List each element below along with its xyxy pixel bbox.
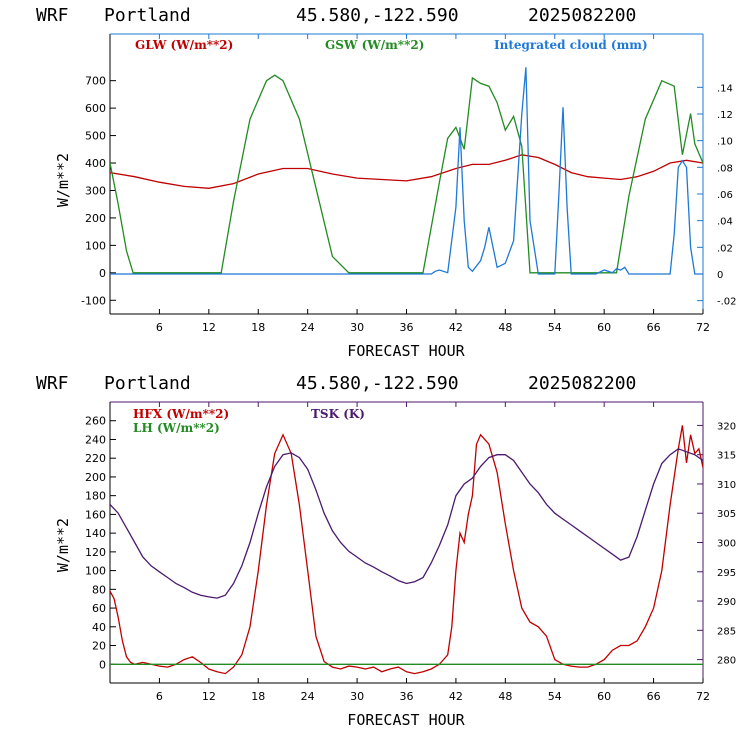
- chart1-y2-tick-label: .14: [717, 83, 733, 94]
- chart2-y-tick-label: 40: [92, 621, 106, 634]
- chart2-y2-tick-label: 310: [717, 480, 736, 491]
- chart1-x-tick-label: 42: [449, 321, 463, 334]
- chart1-y2-tick-label: -.02: [717, 297, 737, 308]
- chart1-y-tick-label: -100: [81, 294, 106, 307]
- chart1-x-tick-label: 12: [202, 321, 216, 334]
- chart2-x-tick-label: 60: [597, 690, 611, 703]
- chart2-header-model: WRF: [36, 373, 69, 394]
- chart1-y-tick-label: 600: [85, 102, 106, 115]
- chart2-y2-tick-label: 295: [717, 568, 736, 579]
- chart1-legend-cloud: Integrated cloud (mm): [494, 38, 648, 52]
- chart1-x-tick-label: 54: [548, 321, 562, 334]
- chart2-y2-tick-label: 305: [717, 509, 736, 520]
- chart2-header-location: Portland: [104, 373, 191, 394]
- chart2-x-tick-label: 30: [350, 690, 364, 703]
- chart2-x-tick-label: 18: [251, 690, 265, 703]
- chart1-y-tick-label: 200: [85, 212, 106, 225]
- chart1-x-tick-label: 72: [696, 321, 710, 334]
- chart2-y2-tick-label: 315: [717, 451, 736, 462]
- chart1-x-axis-label: FORECAST HOUR: [347, 342, 465, 360]
- chart2-y2-tick-label: 280: [717, 656, 736, 667]
- chart2-y2-tick-label: 290: [717, 597, 736, 608]
- chart1-x-tick-label: 36: [400, 321, 414, 334]
- chart2-y-tick-label: 200: [85, 471, 106, 484]
- chart2-legend-lh: LH (W/m**2): [133, 421, 220, 435]
- chart2-y2-tick-label: 300: [717, 539, 736, 550]
- chart2-y-tick-label: 0: [99, 658, 106, 671]
- chart2-header-coords: 45.580,-122.590: [296, 373, 459, 394]
- chart1-x-tick-label: 66: [647, 321, 661, 334]
- chart1-header-model: WRF: [36, 5, 69, 26]
- chart2-y2-tick-label: 285: [717, 626, 736, 637]
- chart2-legend-tsk: TSK (K): [311, 407, 365, 421]
- chart2-y-tick-label: 220: [85, 452, 106, 465]
- chart2-header-run: 2025082200: [528, 373, 636, 394]
- chart2-x-tick-label: 12: [202, 690, 216, 703]
- chart2-series-0-line: [110, 425, 703, 675]
- chart2-y-tick-label: 20: [92, 640, 106, 653]
- chart2-x-tick-label: 72: [696, 690, 710, 703]
- chart1-series-2-line: [110, 67, 703, 275]
- chart1-y2-tick-label: 0: [717, 270, 723, 281]
- chart1-x-tick-label: 48: [498, 321, 512, 334]
- chart1-x-tick-label: 6: [156, 321, 163, 334]
- chart2-y-tick-label: 100: [85, 565, 106, 578]
- chart1-y-tick-label: 500: [85, 130, 106, 143]
- chart2-y-axis-label: W/m**2: [54, 518, 72, 572]
- chart1-y2-tick-label: .12: [717, 110, 733, 121]
- chart2-x-tick-label: 42: [449, 690, 463, 703]
- chart2-y-tick-label: 240: [85, 433, 106, 446]
- chart1-x-tick-label: 60: [597, 321, 611, 334]
- chart2-y-tick-label: 260: [85, 415, 106, 428]
- chart1-x-tick-label: 18: [251, 321, 265, 334]
- chart1-y2-tick-label: .06: [717, 190, 733, 201]
- chart1-y2-tick-label: .10: [717, 137, 733, 148]
- chart1-header-run: 2025082200: [528, 5, 636, 26]
- chart1-y-tick-label: 100: [85, 239, 106, 252]
- chart1-y2-tick-label: .02: [717, 243, 733, 254]
- chart1-plot: 6 12 18 24 30 36 42 48 54 60 66 72 -100 0 100 200 300 400…: [81, 33, 737, 334]
- chart2-y-tick-label: 120: [85, 546, 106, 559]
- chart2-y-tick-label: 80: [92, 583, 106, 596]
- chart2-legend-hfx: HFX (W/m**2): [133, 407, 229, 421]
- chart2-x-tick-label: 24: [301, 690, 315, 703]
- chart1-y-tick-label: 400: [85, 157, 106, 170]
- chart2-x-tick-label: 54: [548, 690, 562, 703]
- chart1-series-1-line: [110, 74, 703, 274]
- chart2-x-tick-label: 48: [498, 690, 512, 703]
- chart1-y-tick-label: 700: [85, 75, 106, 88]
- chart1-y-axis-label: W/m**2: [54, 153, 72, 207]
- chart2-y-tick-label: 60: [92, 602, 106, 615]
- chart1-y-tick-label: 0: [99, 267, 106, 280]
- chart2-x-tick-label: 66: [647, 690, 661, 703]
- chart2-x-tick-label: 6: [156, 690, 163, 703]
- chart1-y2-tick-label: .04: [717, 217, 733, 228]
- chart1-legend-gsw: GSW (W/m**2): [325, 38, 424, 52]
- chart1-y-tick-label: 300: [85, 184, 106, 197]
- chart2-x-tick-label: 36: [400, 690, 414, 703]
- chart1-header-location: Portland: [104, 5, 191, 26]
- chart2-series-2-line: [110, 448, 703, 599]
- chart1-x-tick-label: 24: [301, 321, 315, 334]
- chart2-y-tick-label: 140: [85, 527, 106, 540]
- chart1-legend-glw: GLW (W/m**2): [135, 38, 233, 52]
- chart2-y-tick-label: 180: [85, 490, 106, 503]
- chart2-y2-tick-label: 320: [717, 421, 736, 432]
- chart2-x-axis-label: FORECAST HOUR: [347, 711, 465, 729]
- chart2-plot: 6 12 18 24 30 36 42 48 54 60 66 72 0 20 40 60 80 100 120 14…: [85, 401, 736, 703]
- chart1-series-0-line: [110, 154, 703, 189]
- chart2-y-tick-label: 160: [85, 508, 106, 521]
- chart1-x-tick-label: 30: [350, 321, 364, 334]
- chart1-header-coords: 45.580,-122.590: [296, 5, 459, 26]
- chart1-y2-tick-label: .08: [717, 163, 733, 174]
